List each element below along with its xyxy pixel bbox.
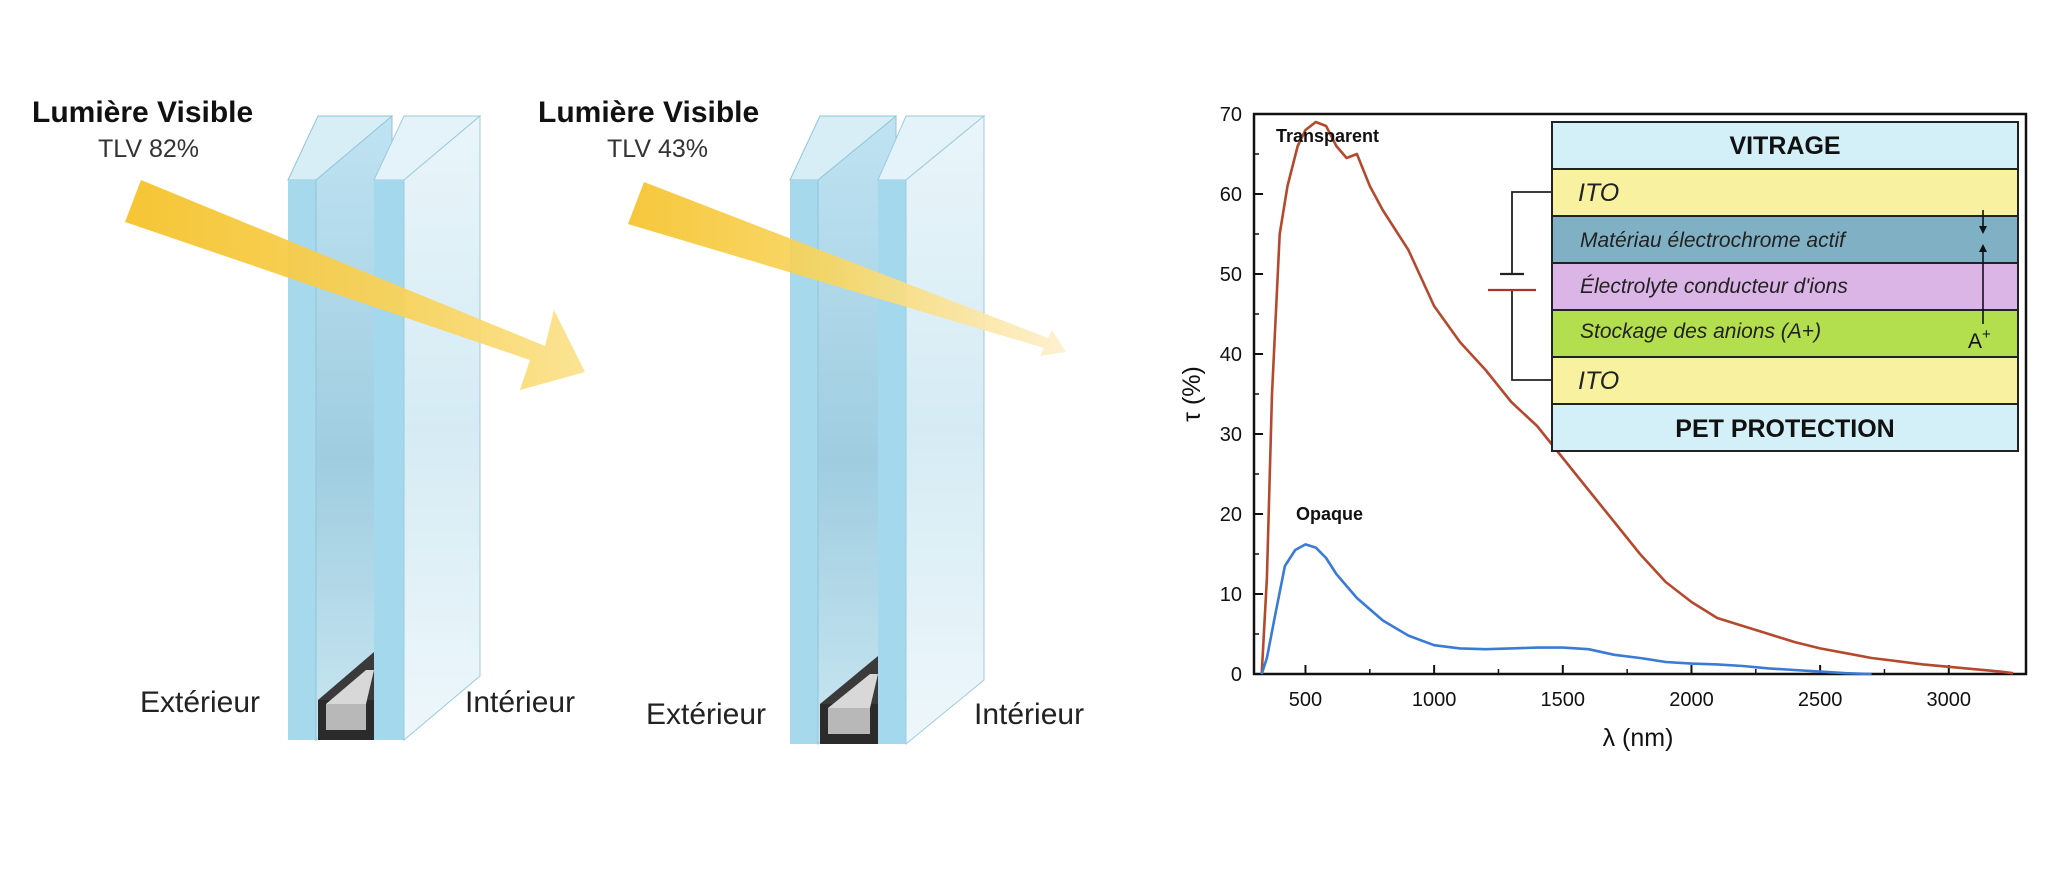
light-arrow-2	[628, 182, 1066, 356]
x-tick-label: 500	[1289, 689, 1322, 711]
panel-1-exterior-label: Extérieur	[140, 686, 260, 719]
circuit-wiring	[1511, 191, 1552, 381]
panel-1-title: Lumière Visible	[32, 96, 253, 129]
panel-1-tlv: TLV 82%	[98, 135, 199, 163]
ion-migration-arrows	[1979, 210, 1987, 324]
light-arrow-1	[125, 180, 585, 390]
spacer-bar-1	[318, 652, 374, 740]
panel-2-exterior-label: Extérieur	[646, 698, 766, 731]
layer-label-ito-top: ITO	[1578, 179, 1619, 207]
y-tick-label: 70	[1220, 104, 1242, 126]
panel-2-title: Lumière Visible	[538, 96, 759, 129]
axes-ticks: 500 1000 1500 2000 2500 3000 0 10 20 30 40 50 60 70	[1220, 104, 1971, 711]
layer-vitrage	[1551, 121, 2019, 170]
glazing-panel-1: Lumière Visible TLV 82% Extérieur Intéri…	[32, 96, 585, 742]
y-tick-label: 0	[1231, 664, 1242, 686]
inner-glass-pane-1	[373, 114, 482, 742]
curves	[1260, 120, 2014, 676]
layer-label-anion-storage: Stockage des anions (A+)	[1580, 320, 1821, 343]
ion-label: A+	[1968, 326, 1991, 353]
layer-electrolyte	[1551, 262, 2019, 311]
layer-ito-bottom	[1551, 356, 2019, 405]
x-tick-label: 1500	[1541, 689, 1586, 711]
layer-label-ito-bottom: ITO	[1578, 367, 1619, 395]
y-tick-label: 20	[1220, 504, 1242, 526]
y-tick-label: 40	[1220, 344, 1242, 366]
layer-anion-storage	[1551, 309, 2019, 358]
transmission-chart: 500 1000 1500 2000 2500 3000 0 10 20 30 40 50 60 70 T…	[1178, 104, 2028, 752]
inner-glass-pane-2	[877, 114, 986, 746]
curve-label-transparent: Transparent	[1276, 126, 1379, 146]
layer-ito-top	[1551, 168, 2019, 217]
opaque-curve	[1260, 543, 1872, 676]
y-tick-label: 30	[1220, 424, 1242, 446]
y-tick-label: 60	[1220, 184, 1242, 206]
y-tick-label: 10	[1220, 584, 1242, 606]
layer-label-electrolyte: Électrolyte conducteur d'ions	[1580, 275, 1848, 298]
panel-2-tlv: TLV 43%	[607, 135, 708, 163]
transparent-curve	[1260, 120, 2014, 675]
glazing-panel-2: Lumière Visible TLV 43% Extérieur Intéri…	[538, 96, 1084, 746]
layer-label-electrochromic: Matériau électrochrome actif	[1580, 229, 1847, 252]
x-tick-label: 2000	[1669, 689, 1714, 711]
x-tick-label: 2500	[1798, 689, 1843, 711]
electrochromic-layer-stack: VITRAGE ITO Matériau électrochrome actif…	[1488, 121, 2019, 452]
layer-label-pet: PET PROTECTION	[1675, 415, 1894, 443]
x-axis-label: λ (nm)	[1603, 724, 1674, 752]
curve-label-opaque: Opaque	[1296, 504, 1363, 524]
spacer-bar-2	[820, 656, 878, 744]
panel-1-interior-label: Intérieur	[465, 686, 575, 719]
layer-label-vitrage: VITRAGE	[1729, 132, 1840, 160]
y-tick-label: 50	[1220, 264, 1242, 286]
x-tick-label: 3000	[1927, 689, 1972, 711]
x-tick-label: 1000	[1412, 689, 1457, 711]
y-axis-label: τ (%)	[1178, 366, 1206, 422]
layer-pet	[1551, 403, 2019, 452]
panel-2-interior-label: Intérieur	[974, 698, 1084, 731]
